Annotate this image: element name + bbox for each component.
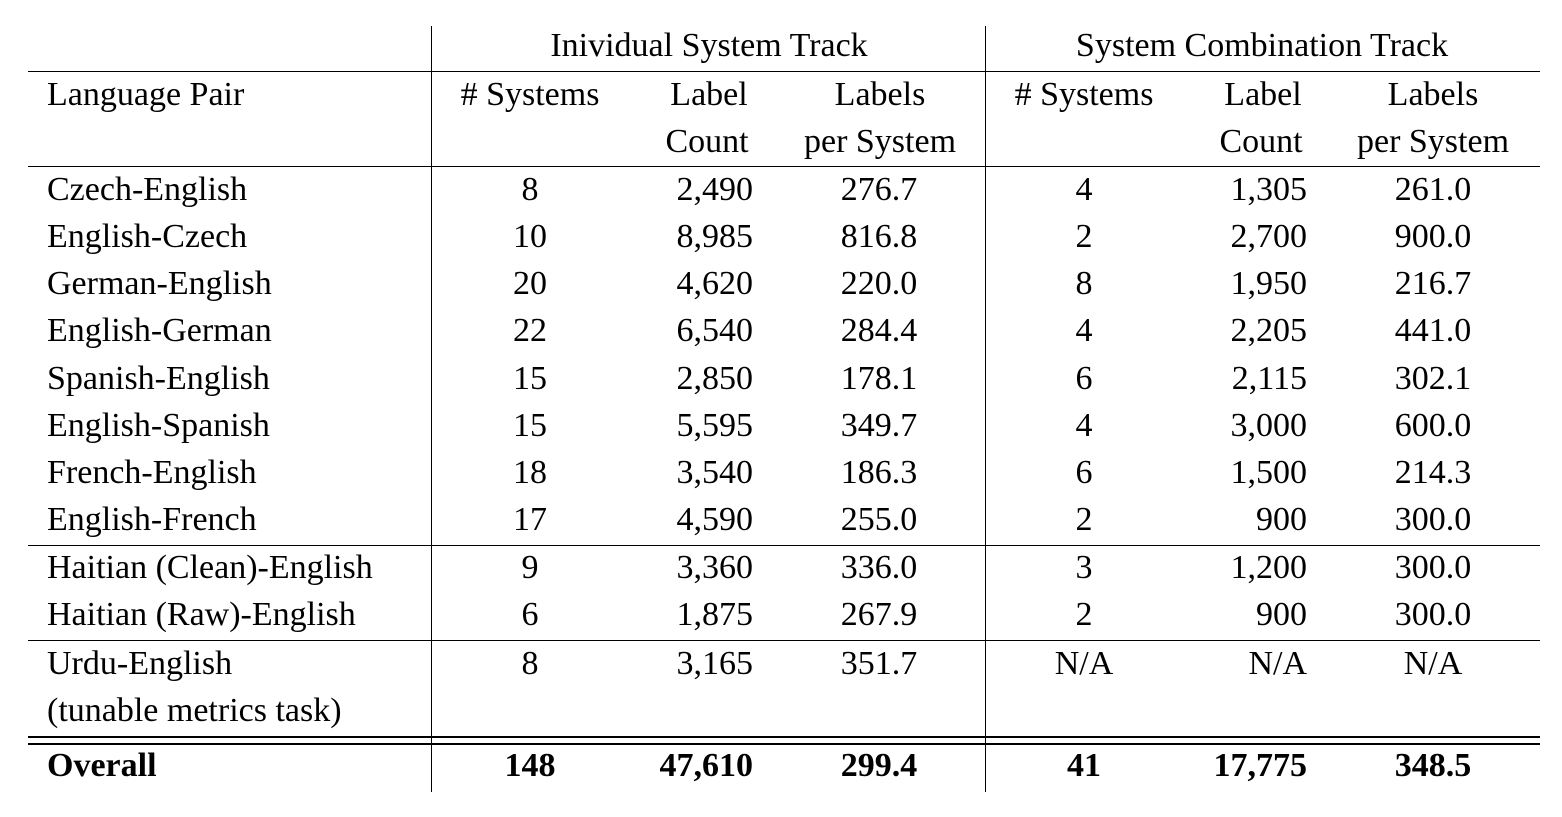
- cell-comb-labels-per-system: 441.0: [1394, 312, 1472, 349]
- cell-ind-labels-per-system: 284.4: [840, 312, 918, 349]
- col-header-language-pair: Language Pair: [47, 76, 245, 113]
- row-language-pair: English-Czech: [47, 218, 248, 255]
- cell-comb-systems: 6: [1075, 454, 1093, 491]
- cell-comb-label-count: 2,115: [1231, 360, 1307, 397]
- col-header-ind-systems: # Systems: [460, 76, 600, 113]
- col-header-comb-label-line2: Count: [1219, 123, 1303, 160]
- cell-comb-labels-per-system: N/A: [1403, 645, 1463, 682]
- row-language-pair: English-Spanish: [47, 407, 270, 444]
- cell-comb-labels-per-system: 302.1: [1394, 360, 1472, 397]
- cell-ind-label-count: 4,590: [676, 501, 754, 538]
- cell-ind-label-count: 2,850: [676, 360, 754, 397]
- cell-ind-labels-per-system: 349.7: [840, 407, 918, 444]
- cell-comb-labels-per-system: 300.0: [1394, 501, 1472, 538]
- cell-comb-label-count: 900: [1256, 596, 1307, 633]
- col-header-comb-label-line1: Label: [1224, 76, 1302, 113]
- cell-comb-label-count: 900: [1256, 501, 1307, 538]
- row-language-pair: French-English: [47, 454, 257, 491]
- row-language-pair: German-English: [47, 265, 272, 302]
- cell-ind-label-count: 3,360: [676, 549, 754, 586]
- cell-ind-systems: 8: [521, 171, 539, 208]
- cell-comb-systems: 3: [1075, 549, 1093, 586]
- row-language-pair: Haitian (Clean)-English: [47, 549, 373, 586]
- overall-ind-labels-per-system: 299.4: [840, 747, 918, 784]
- group-header-individual: Inividual System Track: [550, 27, 868, 64]
- cell-ind-label-count: 3,540: [676, 454, 754, 491]
- group-header-combination: System Combination Track: [1075, 27, 1449, 64]
- cell-ind-label-count: 2,490: [676, 171, 754, 208]
- cell-comb-systems: 6: [1075, 360, 1093, 397]
- cell-comb-labels-per-system: 214.3: [1394, 454, 1472, 491]
- cell-comb-labels-per-system: 261.0: [1394, 171, 1472, 208]
- overall-comb-systems: 41: [1067, 747, 1101, 784]
- cell-ind-labels-per-system: 186.3: [840, 454, 918, 491]
- col-header-comb-lps-line1: Labels: [1387, 76, 1479, 113]
- cell-comb-systems: 8: [1075, 265, 1093, 302]
- cell-comb-label-count: 1,200: [1230, 549, 1308, 586]
- row-language-pair: Urdu-English: [47, 645, 233, 682]
- cell-comb-systems: 4: [1075, 407, 1093, 444]
- cell-comb-systems: 4: [1075, 312, 1093, 349]
- overall-comb-label-count: 17,775: [1213, 747, 1308, 784]
- cell-ind-labels-per-system: 255.0: [840, 501, 918, 538]
- cell-ind-label-count: 3,165: [676, 645, 754, 682]
- cell-ind-labels-per-system: 351.7: [840, 645, 918, 682]
- cell-ind-systems: 18: [513, 454, 547, 491]
- overall-ind-label-count: 47,610: [659, 747, 754, 784]
- col-header-ind-label-line1: Label: [670, 76, 748, 113]
- col-header-comb-systems: # Systems: [1014, 76, 1154, 113]
- row-language-pair: English-French: [47, 501, 257, 538]
- cell-ind-label-count: 1,875: [676, 596, 754, 633]
- cell-comb-labels-per-system: 300.0: [1394, 596, 1472, 633]
- cell-comb-labels-per-system: 900.0: [1394, 218, 1472, 255]
- cell-comb-systems: N/A: [1054, 645, 1114, 682]
- col-header-ind-label-line2: Count: [665, 123, 749, 160]
- row-language-pair: Haitian (Raw)-English: [47, 596, 356, 633]
- cell-comb-systems: 4: [1075, 171, 1093, 208]
- cell-ind-labels-per-system: 276.7: [840, 171, 918, 208]
- cell-ind-label-count: 4,620: [676, 265, 754, 302]
- cell-ind-systems: 15: [513, 407, 547, 444]
- cell-ind-systems: 22: [513, 312, 547, 349]
- cell-ind-labels-per-system: 267.9: [840, 596, 918, 633]
- cell-ind-label-count: 6,540: [676, 312, 754, 349]
- cell-comb-label-count: 3,000: [1230, 407, 1308, 444]
- cell-comb-labels-per-system: 600.0: [1394, 407, 1472, 444]
- urdu-note: (tunable metrics task): [47, 692, 342, 729]
- cell-ind-systems: 17: [513, 501, 547, 538]
- col-header-ind-lps-line1: Labels: [834, 76, 926, 113]
- cell-ind-systems: 15: [513, 360, 547, 397]
- row-language-pair: Czech-English: [47, 171, 248, 208]
- cell-comb-label-count: 1,500: [1230, 454, 1308, 491]
- cell-comb-label-count: N/A: [1248, 645, 1307, 682]
- cell-ind-labels-per-system: 816.8: [840, 218, 918, 255]
- cell-comb-label-count: 1,305: [1230, 171, 1308, 208]
- cell-comb-label-count: 1,950: [1230, 265, 1308, 302]
- row-language-pair: English-German: [47, 312, 272, 349]
- row-language-pair: Spanish-English: [47, 360, 270, 397]
- cell-ind-systems: 6: [521, 596, 539, 633]
- cell-comb-label-count: 2,205: [1230, 312, 1308, 349]
- overall-ind-systems: 148: [504, 747, 556, 784]
- cell-comb-labels-per-system: 300.0: [1394, 549, 1472, 586]
- cell-ind-systems: 8: [521, 645, 539, 682]
- cell-comb-systems: 2: [1075, 501, 1093, 538]
- cell-ind-systems: 9: [521, 549, 539, 586]
- cell-ind-systems: 10: [513, 218, 547, 255]
- cell-comb-systems: 2: [1075, 218, 1093, 255]
- col-header-comb-lps-line2: per System: [1356, 123, 1510, 160]
- col-header-ind-lps-line2: per System: [803, 123, 957, 160]
- cell-ind-labels-per-system: 178.1: [840, 360, 918, 397]
- cell-ind-labels-per-system: 220.0: [840, 265, 918, 302]
- cell-ind-label-count: 5,595: [676, 407, 754, 444]
- overall-comb-labels-per-system: 348.5: [1394, 747, 1472, 784]
- cell-comb-label-count: 2,700: [1230, 218, 1308, 255]
- cell-comb-labels-per-system: 216.7: [1394, 265, 1472, 302]
- cell-ind-label-count: 8,985: [676, 218, 754, 255]
- cell-ind-labels-per-system: 336.0: [840, 549, 918, 586]
- cell-comb-systems: 2: [1075, 596, 1093, 633]
- cell-ind-systems: 20: [513, 265, 547, 302]
- overall-label: Overall: [47, 747, 157, 784]
